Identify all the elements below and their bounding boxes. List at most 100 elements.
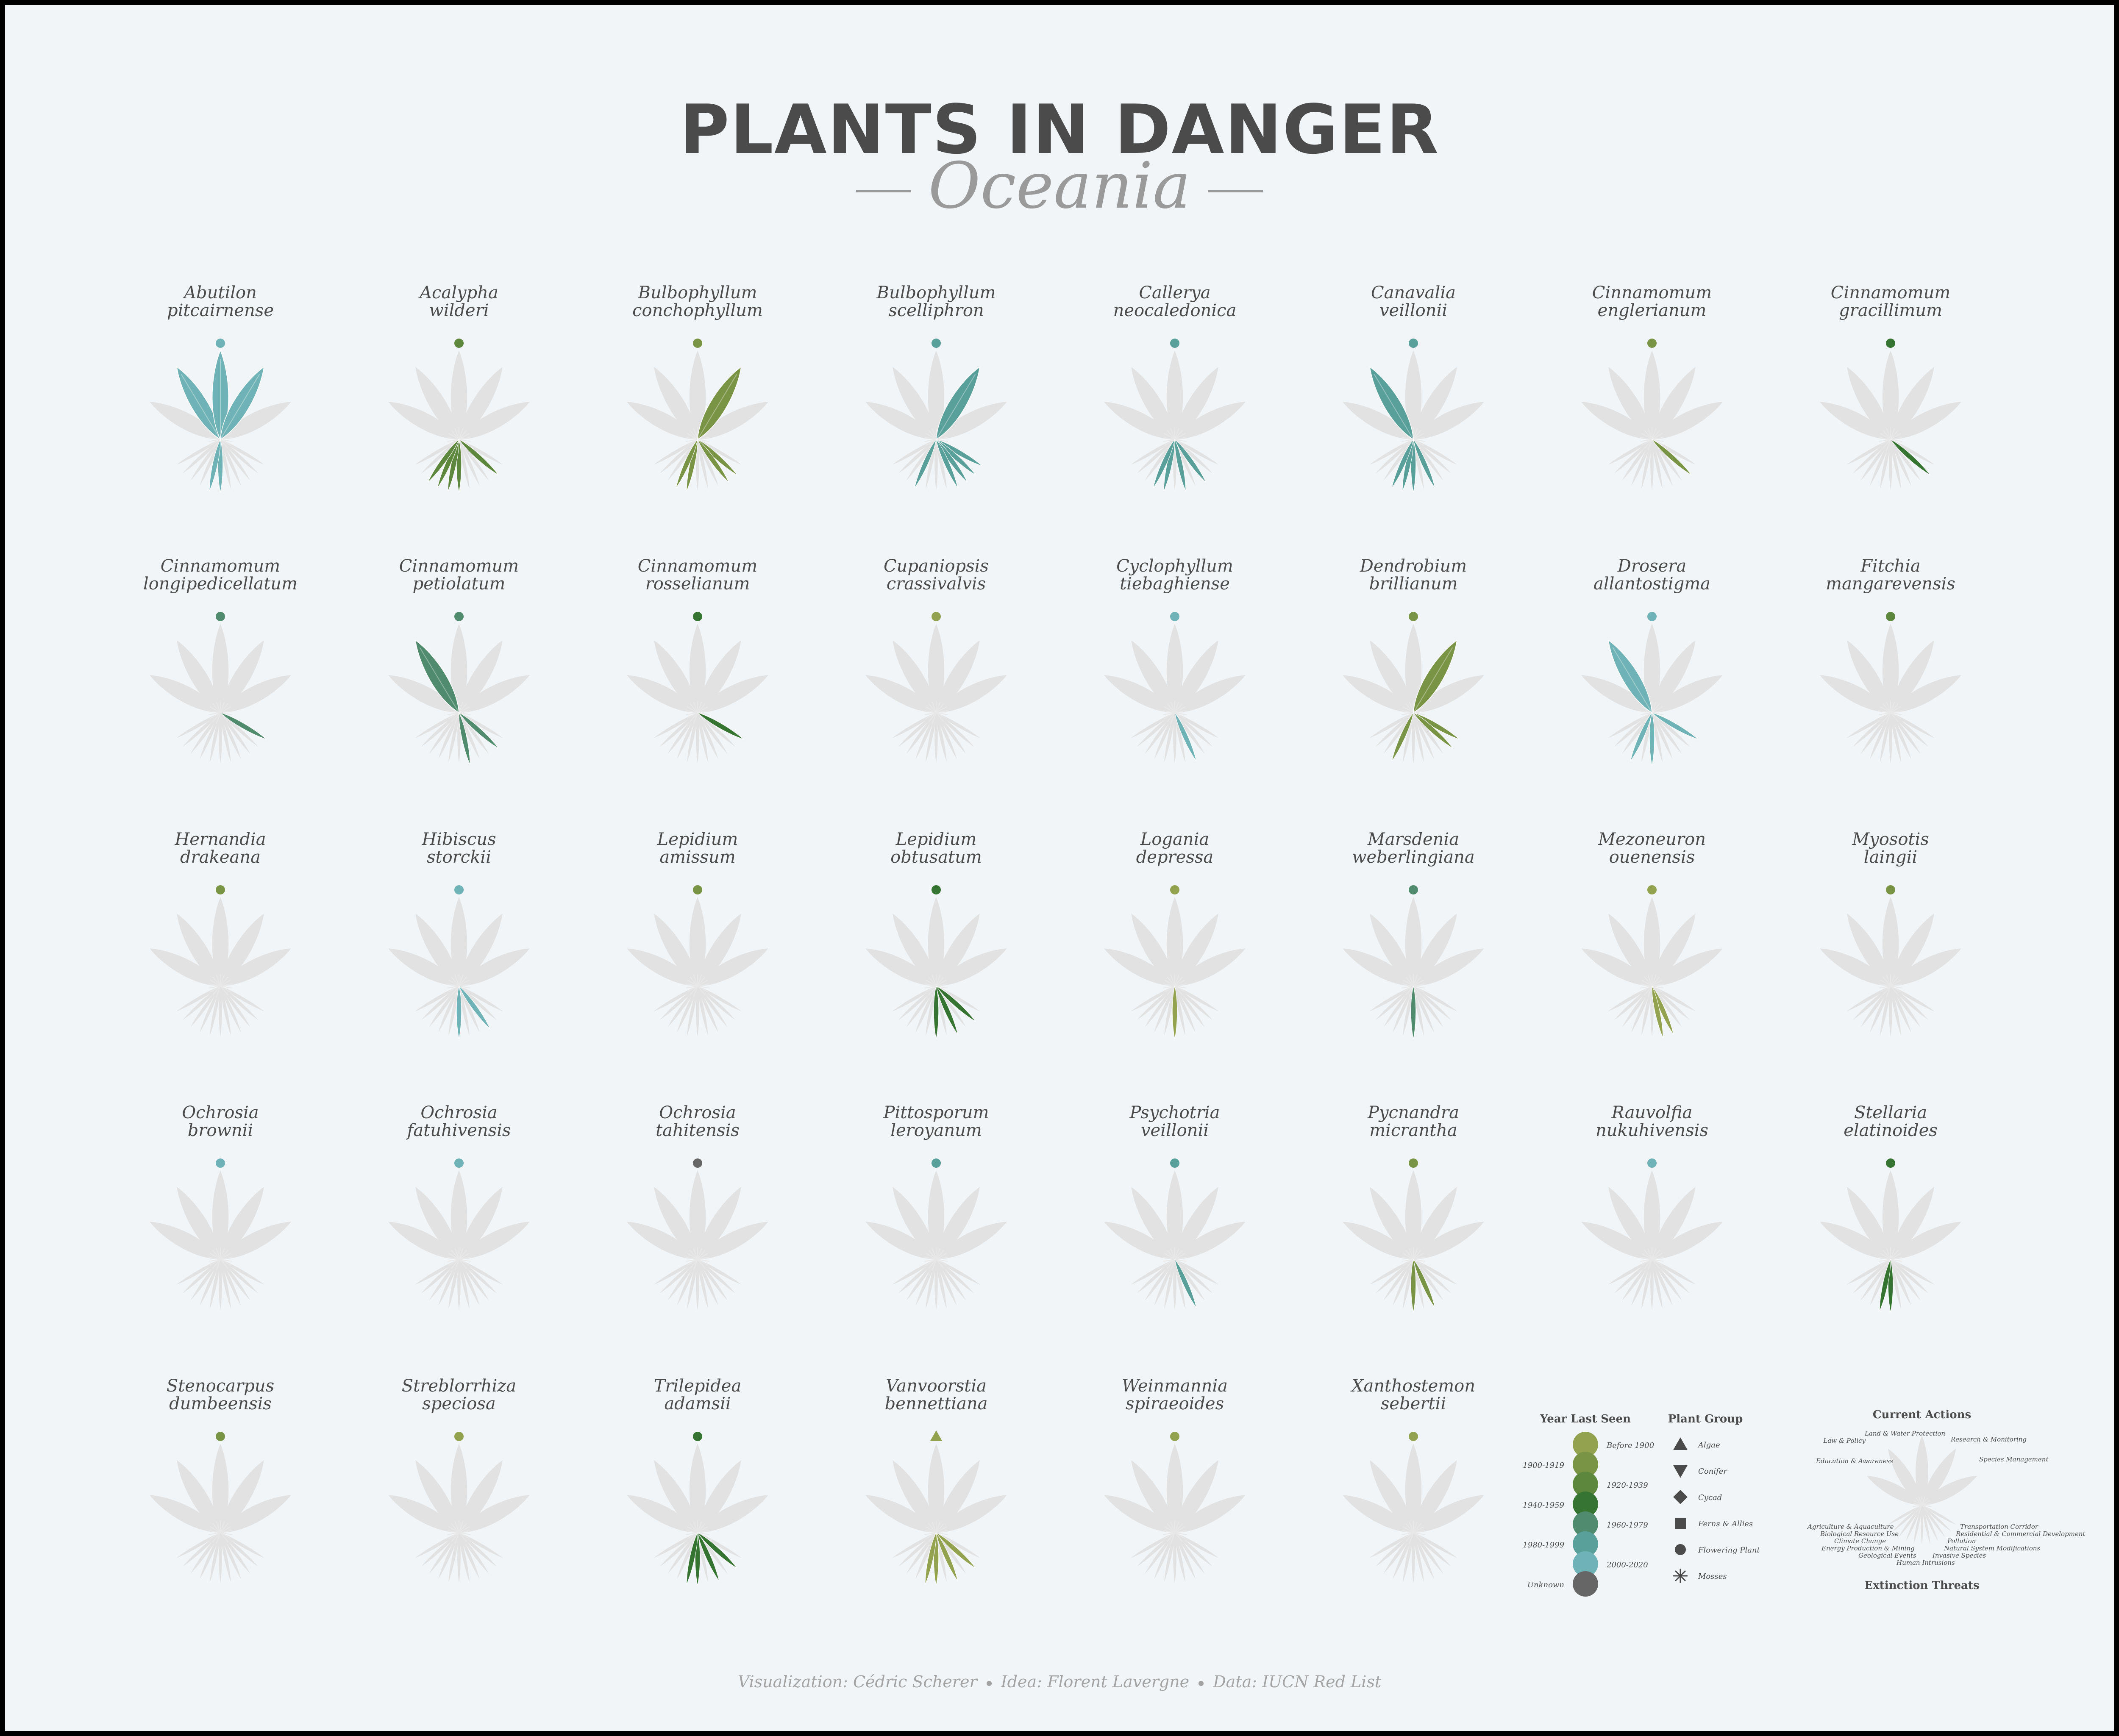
root-ghost [459,1530,471,1533]
root-ghost [1402,712,1414,715]
threat-spike-ghost [1375,439,1413,474]
root-ghost [924,1259,937,1262]
threat-spike-ghost [1137,986,1175,1020]
threat-spike-ghost [1652,986,1696,1011]
flowering-marker [1886,1158,1895,1168]
root-ghost [1640,983,1652,986]
threat-spike-ghost [200,986,220,1033]
plant-genus-label: Lepidium [895,830,977,849]
action-leaf-ghost [936,1495,1007,1533]
root-ghost [1652,712,1664,715]
threat-spike-ghost [459,439,470,489]
threat-spike-ghost [1870,439,1891,486]
root-ghost [1640,712,1652,715]
action-leaf-ghost [865,675,936,713]
plant-genus-label: Pycnandra [1367,1103,1459,1122]
threat-spike-ghost [1622,986,1652,1028]
threat-spike-ghost [1891,439,1911,486]
root-ghost [212,712,221,722]
threat-spike-ghost [459,1259,480,1306]
root-ghost [926,433,937,440]
threat-spike-ghost [429,986,459,1028]
root-ghost [1890,986,1901,992]
plant-species-label: micrantha [1369,1121,1457,1140]
threat-spike-ghost [1154,1259,1175,1306]
threat-spike-ghost [677,1259,698,1306]
root-ghost [1409,1521,1414,1533]
action-leaf-ghost [936,948,1007,986]
threat-spike [686,1532,698,1585]
threat-spike-ghost [182,439,220,474]
threat-spike-ghost [1614,713,1652,747]
root-ghost [690,1250,698,1260]
root-ghost [1922,1505,1931,1507]
root-ghost [1886,428,1891,440]
flowering-marker [454,1158,464,1168]
root-ghost [1652,430,1660,440]
root-ghost [216,1248,221,1260]
root-ghost [210,986,221,992]
credit-separator [986,1680,992,1686]
threat-spike-ghost [1413,986,1452,1020]
root-ghost [1403,1526,1414,1533]
root-ghost [1652,983,1664,986]
action-leaf-ghost [388,675,459,713]
threat-spike-ghost [1393,1259,1413,1306]
action-leaf-ghost [627,1495,698,1533]
action-leaf-ghost [220,948,291,986]
threat-spike-ghost [190,986,220,1028]
threat-spike-ghost [1614,439,1652,474]
plant-genus-label: Streblorrhiza [402,1376,516,1396]
root-ghost [1641,1259,1652,1266]
threat-spike-ghost [1891,986,1921,1028]
action-leaf-ghost [1175,1186,1218,1259]
root-ghost [1913,1500,1922,1505]
plant-species-label: weberlingiana [1352,847,1475,867]
threat-spike-ghost [1891,1259,1935,1285]
action-leaf-ghost [459,948,530,986]
legend-year-label: 1980-1999 [1523,1541,1564,1550]
action-leaf-ghost [689,1444,706,1533]
root-ghost [1174,1248,1179,1260]
threat-spike-ghost [220,1533,241,1579]
threat-spike-ghost [1891,1259,1929,1294]
threat-spike-ghost [1622,439,1652,481]
threat-spike-ghost [1652,986,1690,1020]
action-leaf-ghost [1652,640,1696,713]
root-ghost [924,1530,937,1533]
action-leaf-ghost [1652,402,1723,439]
threat-spike-ghost [1137,713,1175,747]
root-ghost [459,701,464,713]
root-ghost [932,1521,937,1533]
root-ghost [1163,983,1175,986]
root-ghost [451,430,459,440]
root-ghost [448,433,459,440]
action-leaf-ghost [1343,1495,1413,1533]
root-ghost [454,986,459,997]
threat-spike-ghost [459,1533,489,1574]
threat-spike-ghost [696,713,699,764]
plant-genus-label: Acalypha [418,283,498,303]
flowering-marker [1170,885,1179,894]
action-leaf-ghost [689,897,706,986]
action-leaf-ghost [1343,1222,1413,1259]
root-ghost [220,706,231,713]
threat-spike-ghost [220,1533,259,1567]
legend-threat-label: Residential & Commercial Development [1955,1530,2086,1538]
root-ghost [1164,706,1175,713]
root-ghost [459,712,471,715]
root-ghost [459,976,467,986]
root-ghost [1413,1523,1421,1533]
threat-spike-ghost [936,713,957,759]
root-ghost [1163,1259,1175,1262]
threat-spike-ghost [1173,1533,1176,1583]
root-ghost [1174,983,1187,986]
root-ghost [1163,712,1175,715]
root-ghost [220,712,228,722]
root-ghost [216,975,221,986]
action-leaf-ghost [1131,913,1175,986]
root-ghost [209,439,221,442]
legend-threat-label: Biological Resource Use [1820,1530,1899,1538]
